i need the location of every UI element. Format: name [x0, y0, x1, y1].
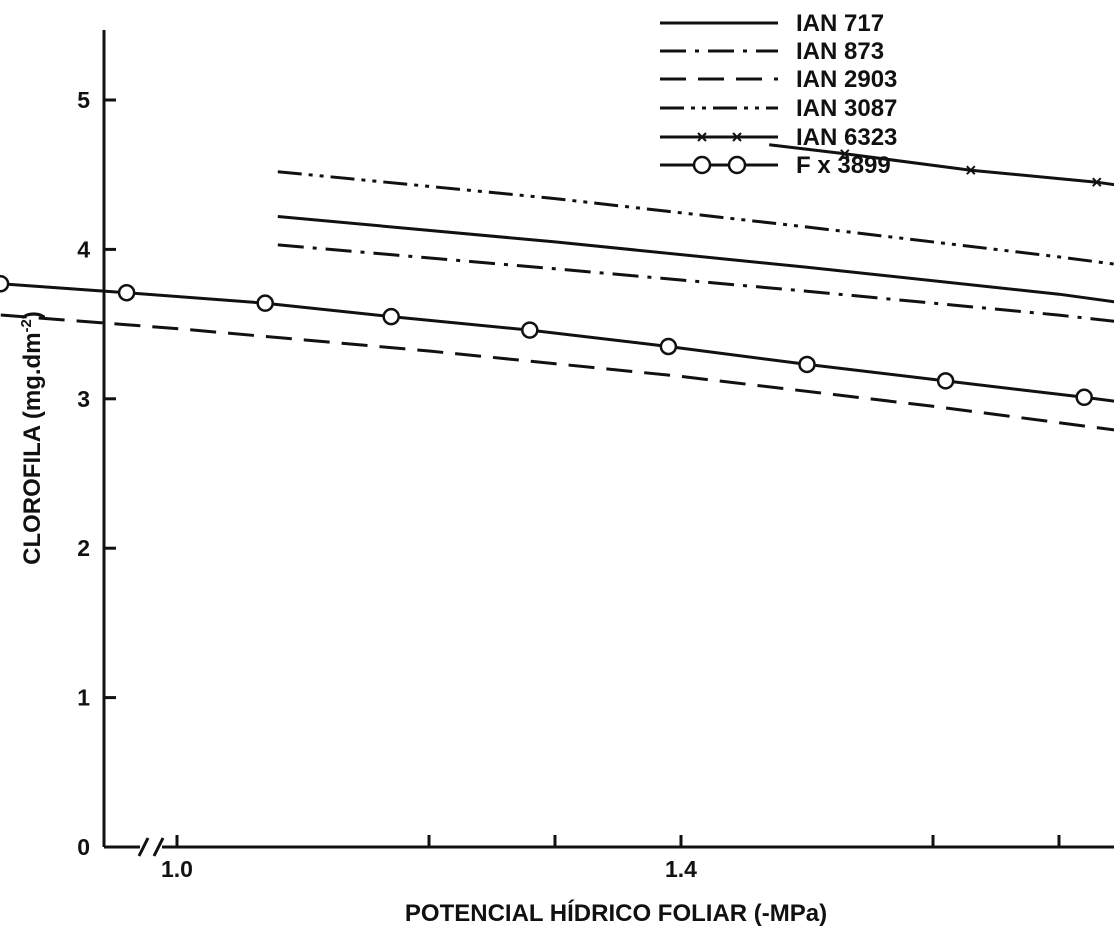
y-axis-title-end: ) — [19, 311, 46, 319]
series-4 — [277, 170, 1114, 266]
legend-entry: IAN 6323 — [660, 124, 897, 151]
x-axis-break-mark — [152, 837, 165, 857]
x-axis-break-mark — [137, 837, 150, 857]
x-marker — [840, 149, 850, 159]
y-tick-label: 0 — [77, 834, 90, 860]
legend-label: IAN 873 — [796, 38, 884, 65]
circle-marker — [936, 372, 955, 390]
y-axis-title-main: CLOROFILA (mg.dm — [19, 332, 46, 564]
circle-marker — [117, 283, 136, 302]
y-tick-label: 5 — [77, 87, 90, 113]
legend-label: IAN 2903 — [796, 66, 897, 93]
series-line — [0, 313, 1114, 432]
series-6 — [0, 275, 1114, 407]
series-5 — [769, 143, 1114, 187]
series-layer — [0, 143, 1114, 432]
legend-label: F x 3899 — [796, 152, 891, 179]
legend-label: IAN 717 — [796, 10, 884, 37]
circle-marker — [659, 337, 678, 356]
y-tick-label: 3 — [77, 386, 90, 412]
x-tick-label: 1.0 — [161, 856, 193, 882]
circle-marker — [1075, 388, 1093, 407]
legend-label: IAN 6323 — [796, 124, 897, 151]
series-line — [277, 170, 1114, 266]
legend-entry: IAN 2903 — [660, 66, 897, 93]
y-axis-title: CLOROFILA (mg.dm-2) — [18, 311, 46, 565]
series-line — [277, 215, 1114, 304]
y-axis-title-sup: -2 — [18, 319, 35, 332]
legend-label: IAN 3087 — [796, 95, 897, 122]
legend-entry: IAN 3087 — [660, 95, 897, 122]
series-2 — [277, 243, 1114, 323]
legend-entry: F x 3899 — [660, 152, 891, 179]
legend-x-marker — [697, 132, 707, 142]
x-marker — [1092, 177, 1102, 187]
x-marker — [966, 165, 976, 175]
y-tick-label: 4 — [77, 236, 90, 262]
legend-x-marker — [732, 132, 742, 142]
series-line — [0, 282, 1114, 403]
legend-circle-marker — [692, 155, 712, 175]
circle-marker — [521, 321, 539, 339]
circle-marker — [256, 294, 274, 312]
x-tick-label: 1.4 — [665, 856, 697, 882]
series-line — [769, 143, 1114, 187]
circle-marker — [0, 275, 10, 293]
legend-entry: IAN 873 — [660, 38, 884, 65]
y-tick-label: 2 — [77, 535, 90, 561]
legend-circle-marker — [727, 155, 747, 175]
series-1 — [277, 215, 1114, 304]
series-line — [277, 243, 1114, 323]
y-tick-label: 1 — [77, 685, 90, 711]
legend-entry: IAN 717 — [660, 10, 884, 37]
circle-marker — [382, 307, 400, 326]
x-axis-title: POTENCIAL HÍDRICO FOLIAR (-MPa) — [405, 899, 827, 927]
circle-marker — [798, 355, 816, 374]
series-3 — [0, 313, 1114, 432]
